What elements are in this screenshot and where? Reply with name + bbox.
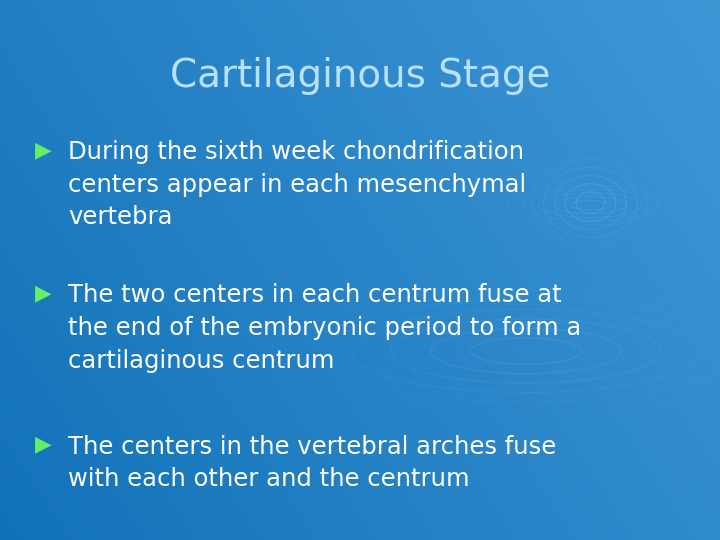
Text: During the sixth week chondrification
centers appear in each mesenchymal
vertebr: During the sixth week chondrification ce… bbox=[68, 140, 526, 230]
Text: ▶: ▶ bbox=[35, 435, 51, 455]
Text: ▶: ▶ bbox=[35, 140, 51, 160]
Text: Cartilaginous Stage: Cartilaginous Stage bbox=[170, 57, 550, 94]
Text: ▶: ▶ bbox=[35, 284, 51, 303]
Text: The centers in the vertebral arches fuse
with each other and the centrum: The centers in the vertebral arches fuse… bbox=[68, 435, 557, 491]
Text: The two centers in each centrum fuse at
the end of the embryonic period to form : The two centers in each centrum fuse at … bbox=[68, 284, 582, 373]
